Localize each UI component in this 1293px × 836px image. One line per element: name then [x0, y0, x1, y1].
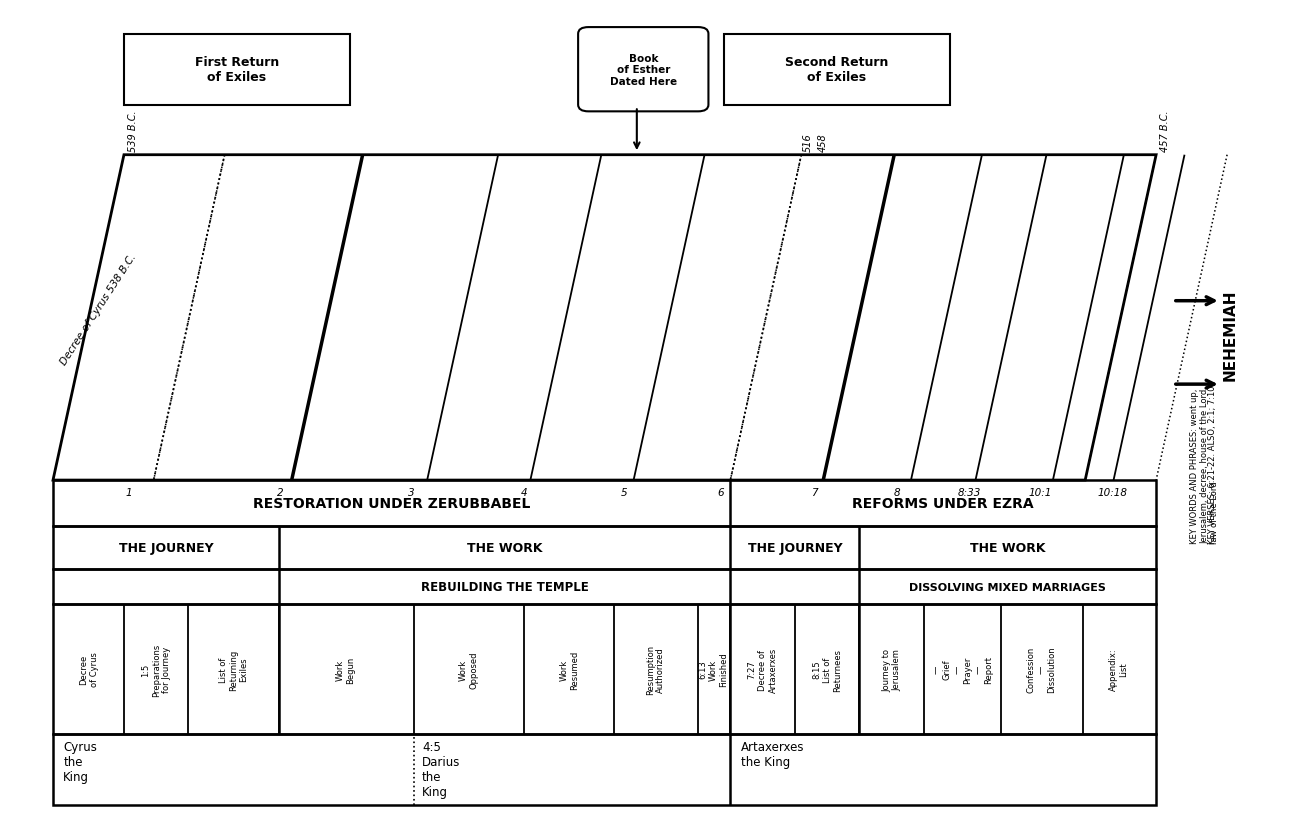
Text: Artaxerxes
the King: Artaxerxes the King [741, 741, 804, 768]
Text: THE WORK: THE WORK [467, 542, 542, 554]
Text: Cyrus
the
King: Cyrus the King [63, 741, 97, 783]
Text: THE WORK: THE WORK [970, 542, 1046, 554]
Text: THE JOURNEY: THE JOURNEY [119, 542, 213, 554]
Text: 4: 4 [521, 487, 528, 497]
Text: NEHEMIAH: NEHEMIAH [1222, 289, 1237, 380]
Text: 10:1: 10:1 [1028, 487, 1051, 497]
Text: —
Grief
—
Prayer
—
Report: — Grief — Prayer — Report [932, 655, 993, 683]
Text: 8: 8 [893, 487, 900, 497]
Text: Book
of Esther
Dated Here: Book of Esther Dated Here [610, 54, 676, 87]
Text: 3: 3 [407, 487, 414, 497]
Text: DISSOLVING MIXED MARRIAGES: DISSOLVING MIXED MARRIAGES [909, 582, 1107, 592]
Text: 8:15
List of
Returnees: 8:15 List of Returnees [812, 648, 842, 691]
Text: REFORMS UNDER EZRA: REFORMS UNDER EZRA [852, 497, 1034, 511]
Text: 8:33: 8:33 [957, 487, 981, 497]
Text: 457 B.C.: 457 B.C. [1160, 110, 1170, 151]
Text: 7:27
Decree of
Artaxerxes: 7:27 Decree of Artaxerxes [747, 646, 777, 692]
Text: 516: 516 [803, 133, 812, 151]
Text: REBUILDING THE TEMPLE: REBUILDING THE TEMPLE [420, 581, 588, 594]
Text: Decree of Cyrus 538 B.C.: Decree of Cyrus 538 B.C. [58, 252, 138, 367]
Text: THE JOURNEY: THE JOURNEY [747, 542, 842, 554]
Text: 10:18: 10:18 [1098, 487, 1127, 497]
Text: Journey to
Jerusalem: Journey to Jerusalem [882, 648, 901, 691]
Text: First Return
of Exiles: First Return of Exiles [195, 56, 279, 84]
Text: Resumption
Authorized: Resumption Authorized [645, 645, 665, 694]
Text: List of
Returning
Exiles: List of Returning Exiles [219, 649, 248, 690]
Text: 458: 458 [818, 133, 828, 151]
Text: Work
Begun: Work Begun [336, 655, 356, 683]
Text: Work
Opposed: Work Opposed [459, 650, 478, 688]
Polygon shape [53, 155, 1156, 481]
Text: 6: 6 [718, 487, 724, 497]
Text: Second Return
of Exiles: Second Return of Exiles [785, 56, 888, 84]
Text: 1: 1 [125, 487, 132, 497]
Text: 7: 7 [811, 487, 817, 497]
Text: Decree
of Cyrus: Decree of Cyrus [79, 652, 98, 686]
Text: 539 B.C.: 539 B.C. [128, 110, 138, 151]
Text: 5: 5 [621, 487, 627, 497]
Text: 4:5
Darius
the
King: 4:5 Darius the King [422, 741, 460, 798]
Text: 1:5
Preparations
for Journey: 1:5 Preparations for Journey [141, 643, 171, 696]
Text: RESTORATION UNDER ZERUBBABEL: RESTORATION UNDER ZERUBBABEL [253, 497, 530, 511]
Text: KEY VERSES: 6:21-22. ALSO, 2:1; 7:10: KEY VERSES: 6:21-22. ALSO, 2:1; 7:10 [1208, 385, 1217, 543]
Text: KEY WORDS AND PHRASES: went up,
Jerusalem, decree, house of the Lord,
law of the: KEY WORDS AND PHRASES: went up, Jerusale… [1190, 385, 1219, 543]
Text: Work
Resumed: Work Resumed [560, 650, 579, 689]
Text: Appendix:
List: Appendix: List [1109, 648, 1129, 691]
Text: 6:13
Work
Finished: 6:13 Work Finished [698, 652, 728, 686]
Text: 2: 2 [278, 487, 284, 497]
Text: Confession
—
Dissolution: Confession — Dissolution [1027, 646, 1056, 692]
